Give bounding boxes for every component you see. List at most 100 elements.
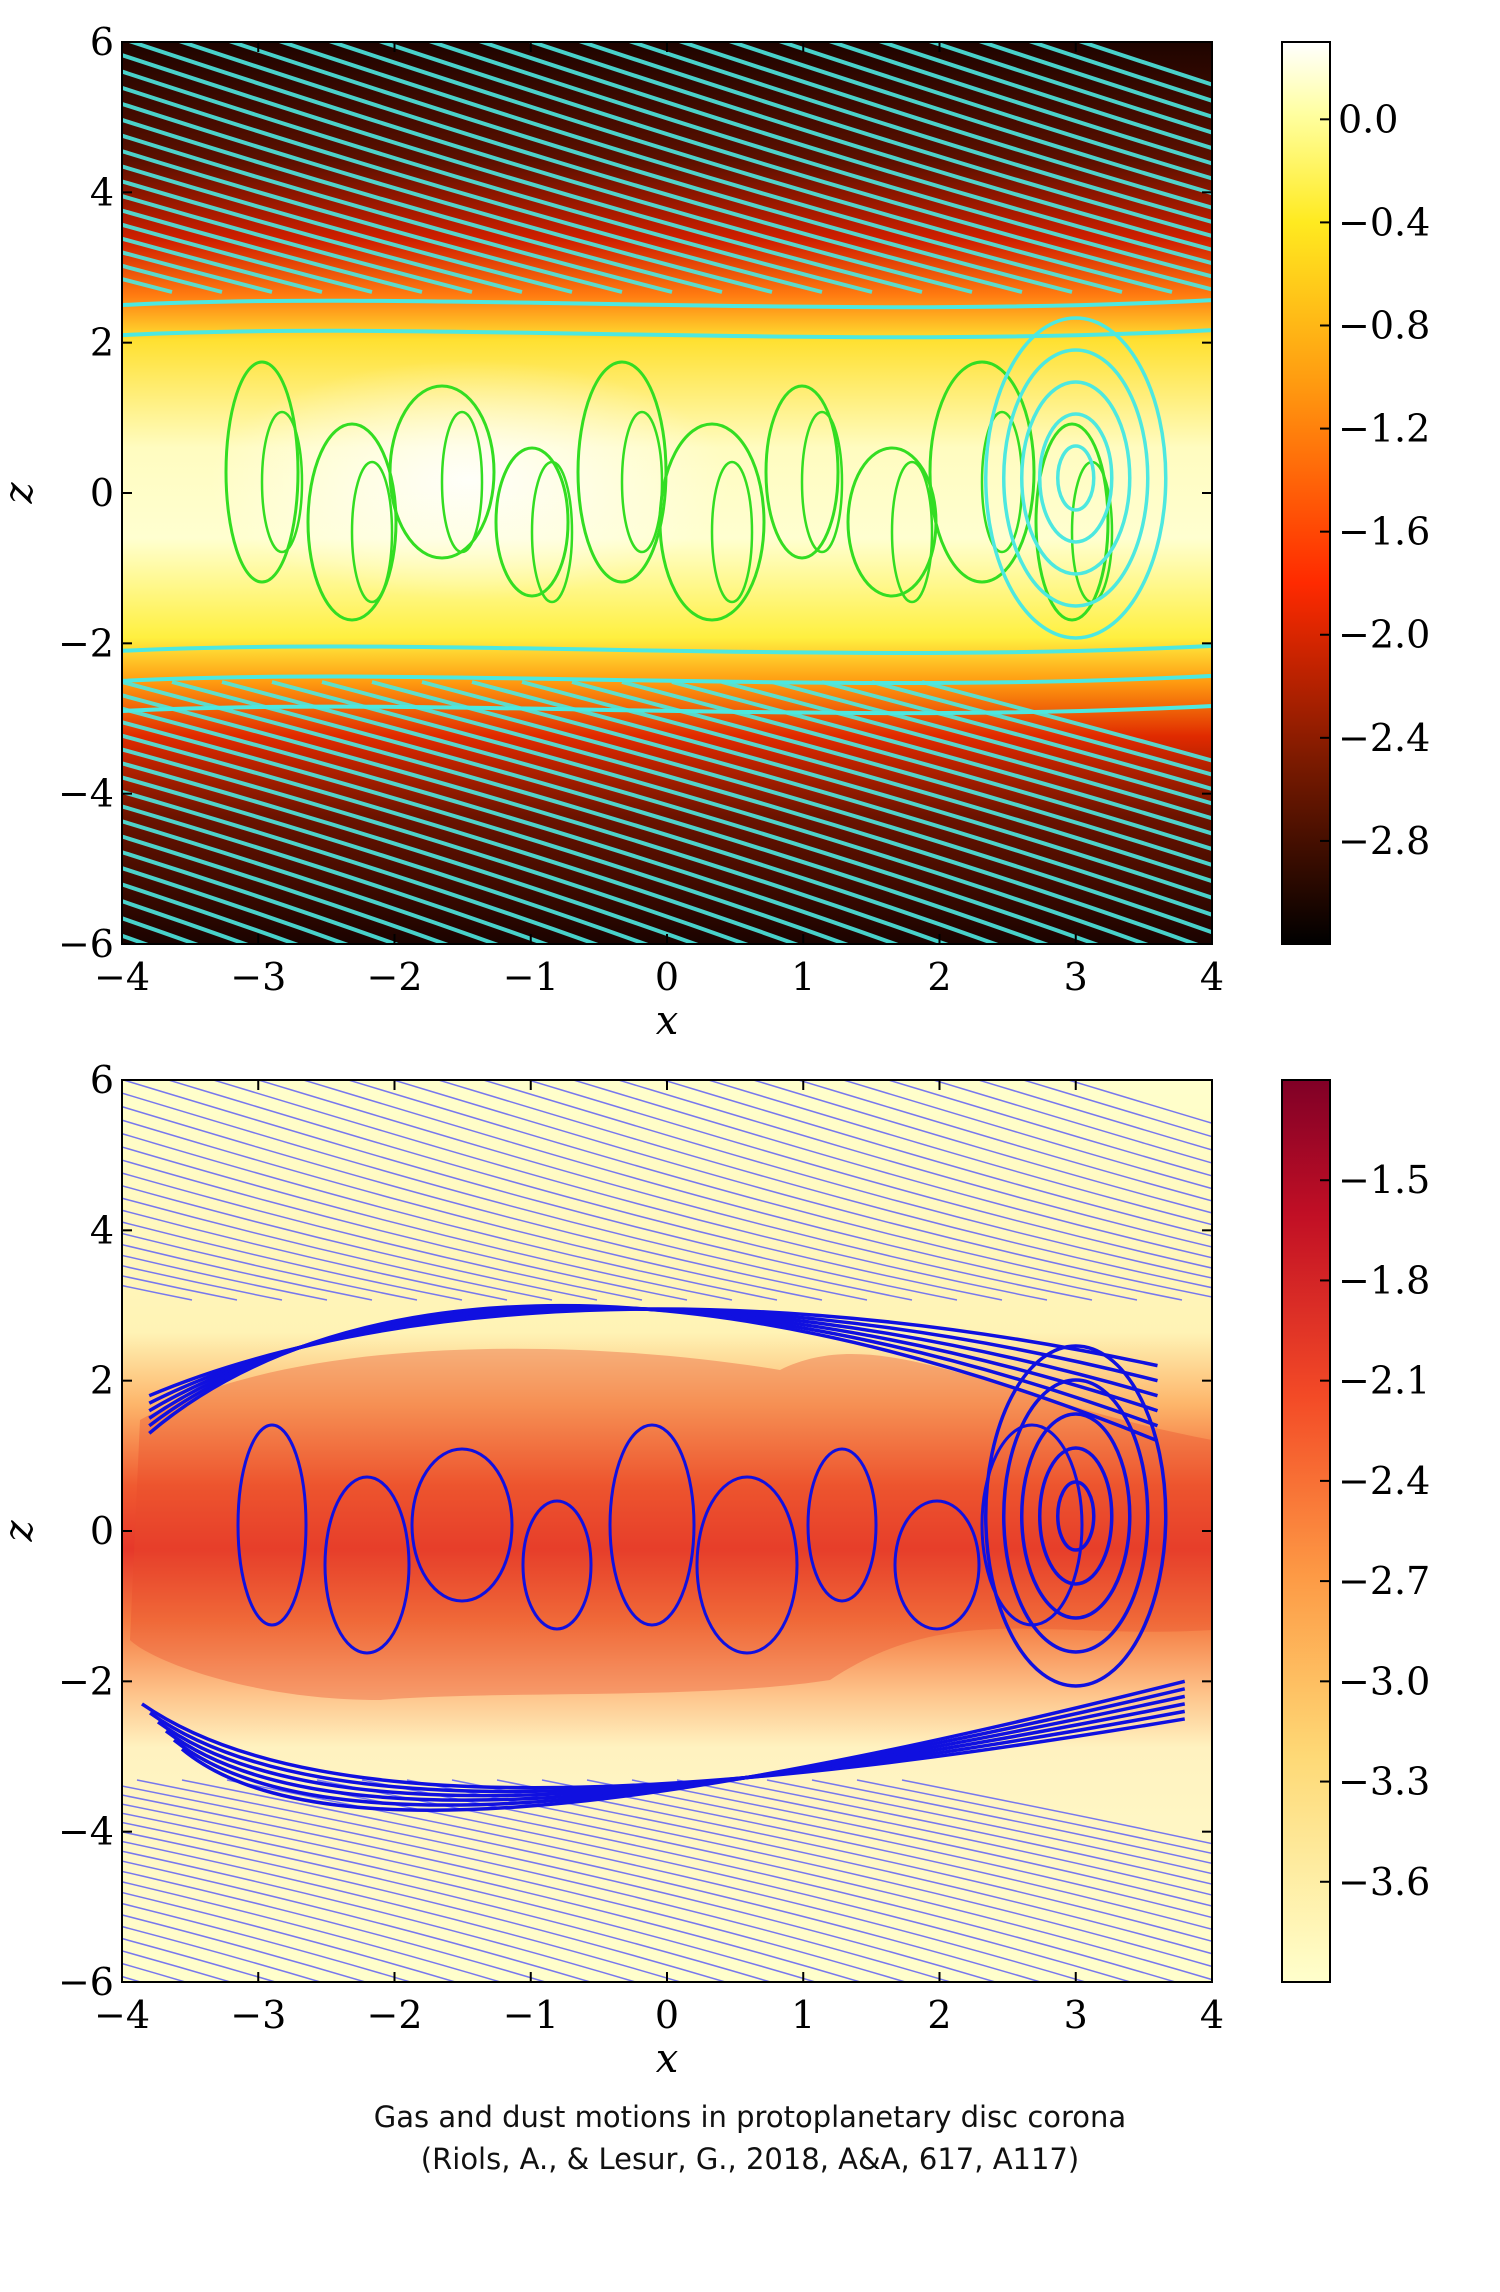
bottom-y-axis-label: z	[0, 1520, 42, 1543]
streamline	[164, 1694, 1186, 1802]
top-y-axis-label: z	[0, 482, 42, 505]
colorbar-tick-label: −2.0	[1338, 613, 1430, 657]
bottom-x-axis-label: x	[656, 2036, 679, 2082]
streamline	[122, 1881, 504, 1982]
streamline	[122, 1159, 688, 1301]
streamline	[122, 1105, 868, 1301]
colorbar-tick-label: −2.4	[1338, 1459, 1430, 1503]
bottom-streamlines	[122, 1080, 1212, 1982]
streamline	[148, 1709, 1186, 1794]
colorbar-tick-label: −1.2	[1338, 407, 1430, 451]
streamline	[122, 1119, 823, 1301]
streamline	[371, 680, 1212, 935]
colorbar-tick-label: −3.0	[1338, 1659, 1430, 1703]
streamline	[586, 1779, 1212, 1919]
streamline	[122, 1870, 549, 1982]
vortex-streamline	[1038, 1446, 1114, 1586]
streamline	[721, 680, 1212, 821]
streamline	[480, 1080, 1212, 1279]
x-tick-label: −2	[366, 1993, 422, 2037]
streamline	[695, 1475, 799, 1655]
colorbar-tick-label: −0.8	[1338, 303, 1430, 347]
colorbar-tick-label: −0.4	[1338, 200, 1430, 244]
streamline	[122, 250, 273, 294]
streamline	[764, 384, 840, 560]
y-tick-label: 6	[90, 1058, 114, 1102]
streamline	[621, 680, 1212, 852]
streamline	[180, 1679, 1186, 1812]
streamline	[122, 1803, 864, 1982]
y-tick-label: 4	[90, 170, 114, 214]
bottom-heatmap	[122, 1080, 1212, 1982]
streamline	[122, 703, 1212, 716]
streamline	[300, 1080, 1138, 1301]
streamline	[795, 1080, 1212, 1202]
y-tick-label: 0	[90, 471, 114, 515]
bottom-colorbar-ticks: −1.5 −1.8 −2.1 −2.4 −2.7 −3.0 −3.3 −3.6	[1320, 1158, 1430, 1904]
streamline	[375, 42, 1212, 292]
streamline	[821, 680, 1212, 791]
streamline	[122, 1080, 958, 1301]
streamline	[871, 680, 1212, 777]
streamline	[725, 42, 1212, 196]
streamline	[620, 410, 664, 554]
vortex-streamline	[1056, 1480, 1096, 1552]
streamline	[1020, 1080, 1212, 1138]
figure-caption-citation: (Riols, A., & Lesur, G., 2018, A&A, 617,…	[420, 2142, 1080, 2176]
streamline	[122, 1925, 324, 1982]
streamline	[440, 410, 484, 554]
streamline	[615, 1080, 1212, 1248]
streamline	[122, 1209, 508, 1301]
y-tick-label: −6	[58, 1960, 114, 2004]
y-tick-label: −6	[58, 922, 114, 966]
streamline	[388, 384, 496, 560]
streamline	[930, 1080, 1212, 1164]
streamline	[122, 53, 923, 294]
x-tick-label: −2	[366, 955, 422, 999]
streamline	[122, 328, 1212, 340]
streamline	[260, 410, 304, 554]
top-x-axis-label: x	[656, 998, 679, 1044]
streamline	[148, 1303, 1159, 1443]
vortex-streamline	[1038, 412, 1114, 544]
x-tick-label: −4	[94, 955, 150, 999]
streamline	[893, 1499, 981, 1631]
streamline	[122, 208, 423, 294]
streamline	[928, 360, 1036, 584]
streamline	[975, 1080, 1212, 1151]
streamline	[122, 1937, 279, 1982]
streamline	[136, 1779, 999, 1982]
top-colorbar	[1281, 41, 1331, 945]
streamline	[306, 422, 398, 622]
figure-caption-title: Gas and dust motions in protoplanetary d…	[373, 2100, 1127, 2134]
colorbar-tick-label: −3.3	[1338, 1760, 1430, 1804]
streamline	[122, 117, 723, 294]
streamline	[210, 1080, 1048, 1301]
streamline	[122, 1243, 373, 1301]
top-heatmap	[122, 42, 1212, 944]
streamline	[975, 42, 1212, 119]
streamline	[771, 680, 1212, 806]
y-tick-label: −2	[58, 621, 114, 665]
x-tick-label: 3	[1064, 1993, 1088, 2037]
streamline	[750, 1080, 1212, 1214]
streamline	[122, 1850, 639, 1982]
x-tick-label: 0	[655, 955, 679, 999]
streamline	[676, 1779, 1212, 1896]
streamline	[361, 1779, 1212, 1981]
streamline	[775, 42, 1212, 181]
colorbar-tick-label: −1.8	[1338, 1258, 1430, 1302]
streamline	[530, 460, 574, 604]
colorbar-tick-label: −3.6	[1338, 1860, 1430, 1904]
streamline	[141, 1702, 1186, 1790]
streamline	[410, 1447, 514, 1603]
streamline	[122, 804, 552, 944]
streamline	[496, 1779, 1212, 1942]
streamline	[181, 1779, 1044, 1982]
streamline	[122, 222, 373, 294]
streamline	[122, 1821, 774, 1982]
